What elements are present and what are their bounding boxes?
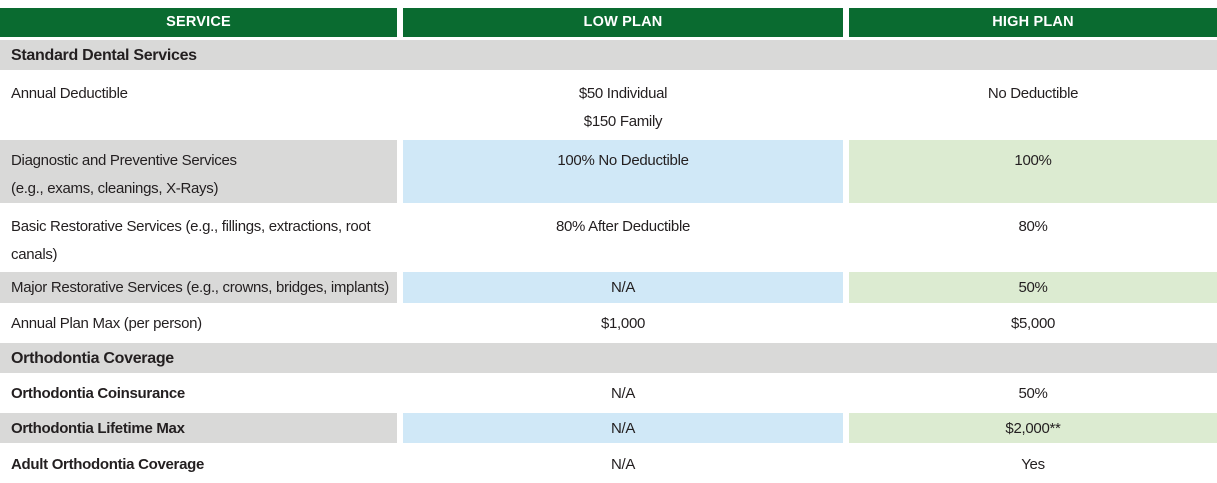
- row-annual-deductible: Annual Deductible $50 Individual $150 Fa…: [0, 73, 1217, 137]
- low-plan-cell: N/A: [403, 272, 843, 303]
- low-plan-cell: $1,000: [600, 314, 646, 332]
- row-basic-restorative-services: Basic Restorative Services (e.g., fillin…: [0, 206, 1217, 269]
- column-header-high-plan: HIGH PLAN: [849, 8, 1217, 37]
- low-plan-cell: N/A: [610, 384, 636, 402]
- high-plan-cell: No Deductible: [987, 85, 1079, 102]
- row-major-restorative-services: Major Restorative Services (e.g., crowns…: [0, 272, 1217, 303]
- row-adult-orthodontia-coverage: Adult Orthodontia Coverage N/A Yes: [0, 446, 1217, 482]
- high-plan-cell: $5,000: [1010, 314, 1056, 332]
- low-plan-cell: 80% After Deductible: [555, 218, 691, 235]
- row-orthodontia-lifetime-max: Orthodontia Lifetime Max N/A $2,000**: [0, 413, 1217, 443]
- high-plan-cell: Yes: [1021, 455, 1045, 473]
- low-plan-cell: $50 Individual $150 Family: [403, 73, 843, 137]
- service-label-line: Diagnostic and Preventive Services: [11, 152, 237, 169]
- low-plan-cell: 100% No Deductible: [403, 140, 843, 203]
- service-label-line: Basic Restorative Services (e.g., fillin…: [11, 218, 371, 235]
- service-cell: Major Restorative Services (e.g., crowns…: [0, 272, 397, 303]
- table-header-row: SERVICE LOW PLAN HIGH PLAN: [0, 8, 1217, 37]
- service-cell: Orthodontia Lifetime Max: [0, 413, 397, 443]
- service-cell: Annual Plan Max (per person): [11, 314, 202, 332]
- service-cell: Annual Deductible: [11, 85, 128, 102]
- high-plan-cell: 50%: [1018, 384, 1048, 402]
- section-title: Orthodontia Coverage: [0, 343, 1217, 373]
- service-label-line: (e.g., exams, cleanings, X-Rays): [11, 180, 219, 197]
- low-plan-cell: N/A: [610, 455, 636, 473]
- low-plan-value-line: $50 Individual: [578, 85, 668, 102]
- high-plan-cell: $2,000**: [849, 413, 1217, 443]
- service-cell: Orthodontia Coinsurance: [11, 384, 185, 402]
- low-plan-cell: N/A: [403, 413, 843, 443]
- high-plan-cell: 50%: [849, 272, 1217, 303]
- service-label-line: canals): [11, 246, 58, 263]
- section-header-standard-dental-services: Standard Dental Services: [0, 40, 1217, 70]
- section-title: Standard Dental Services: [0, 40, 1217, 70]
- row-orthodontia-coinsurance: Orthodontia Coinsurance N/A 50%: [0, 376, 1217, 410]
- row-diagnostic-and-preventive-services: Diagnostic and Preventive Services (e.g.…: [0, 140, 1217, 203]
- row-annual-plan-max: Annual Plan Max (per person) $1,000 $5,0…: [0, 306, 1217, 340]
- high-plan-cell: 80%: [1018, 218, 1048, 235]
- low-plan-value-line: $150 Family: [583, 113, 663, 130]
- section-header-orthodontia-coverage: Orthodontia Coverage: [0, 343, 1217, 373]
- service-cell: Diagnostic and Preventive Services (e.g.…: [0, 140, 397, 203]
- service-cell: Adult Orthodontia Coverage: [11, 455, 205, 473]
- service-cell: Basic Restorative Services (e.g., fillin…: [0, 206, 397, 269]
- column-header-service: SERVICE: [0, 8, 397, 37]
- column-header-low-plan: LOW PLAN: [403, 8, 843, 37]
- high-plan-cell: 100%: [849, 140, 1217, 203]
